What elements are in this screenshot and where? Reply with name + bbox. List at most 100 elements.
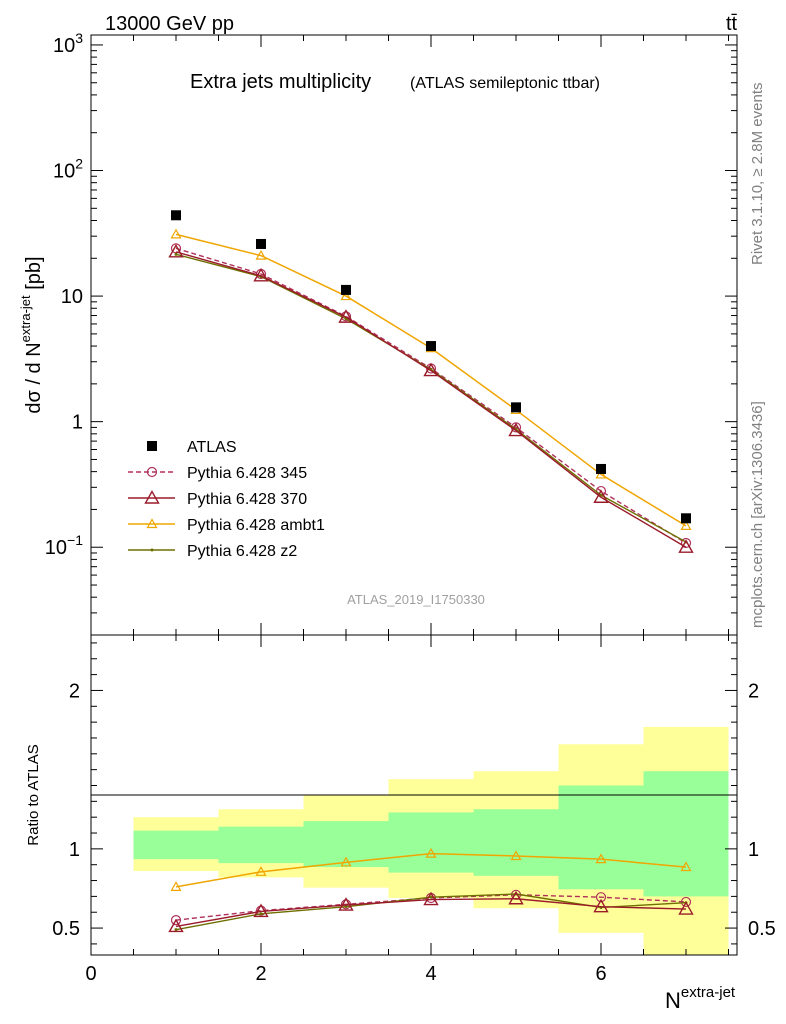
tick-base: 1 (72, 412, 83, 434)
ratio-y-tick-label-left: 2 (69, 680, 80, 702)
x-tick-label: 0 (85, 963, 96, 985)
tick-exponent: 3 (75, 30, 83, 46)
point-ambt1 (340, 290, 352, 301)
series-line-ambt1 (175, 233, 687, 527)
ratio-frame (90, 634, 738, 956)
x-axis-sup: extra-jet (681, 984, 736, 1001)
point-ambt1 (170, 228, 182, 239)
ratio-point-ambt1 (170, 881, 182, 891)
ratio-point-z2 (344, 905, 348, 909)
ratio-point-p345 (170, 915, 182, 926)
x-axis-main: N (665, 988, 681, 1013)
x-axis-label: Nextra-jet (665, 984, 736, 1013)
tick-exponent: 2 (75, 156, 83, 172)
ratio-point-p370 (168, 918, 184, 933)
ratio-tick-labels: 0.5 0.5 1 1 2 2 0 2 4 6 (52, 680, 776, 985)
legend-label-ambt1: Pythia 6.428 ambt1 (187, 517, 325, 534)
rivet-label: Rivet 3.1.10, ≥ 2.8M events (749, 83, 766, 266)
tick-base: 10 (61, 286, 83, 308)
ratio-point-p370 (593, 898, 609, 913)
point-p370 (253, 267, 269, 282)
ratio-series-layer (168, 847, 694, 933)
series-line-p370 (175, 251, 687, 548)
point-p370 (593, 489, 609, 503)
chart-title: Extra jets multiplicity (190, 71, 371, 93)
main-y-axis-main: dσ / d N (23, 342, 45, 413)
band-inner (303, 821, 389, 868)
point-data (426, 341, 436, 352)
point-p370 (338, 309, 354, 323)
band-inner (558, 785, 644, 890)
ratio-ticks (90, 635, 737, 955)
ratio-point-p370 (423, 891, 439, 906)
ratio-line-ambt1 (175, 852, 687, 888)
tick-base: 10 (53, 35, 75, 57)
point-p370 (508, 422, 524, 437)
tick-base: 10 (45, 537, 67, 559)
x-tick-label: 4 (425, 963, 436, 985)
ratio-y-tick-label-right: 2 (748, 680, 759, 702)
tick-base: 10 (53, 161, 75, 183)
legend-marker-ambt1 (146, 518, 158, 529)
legend-marker-p345 (146, 466, 158, 478)
point-p370 (423, 362, 439, 377)
ratio-point-ambt1 (510, 850, 522, 861)
ratio-point-ambt1 (425, 847, 437, 858)
point-data (511, 402, 521, 413)
legend-marker-p370 (144, 490, 160, 504)
legend-label-p345: Pythia 6.428 345 (187, 465, 307, 482)
point-p345 (680, 537, 692, 549)
point-ambt1 (680, 520, 692, 530)
ratio-line-p370 (175, 898, 687, 928)
ratio-y-tick-label-right: 1 (748, 839, 759, 861)
point-z2 (174, 252, 178, 256)
main-y-axis-unit: [pb] (23, 256, 45, 295)
band-inner (473, 809, 559, 876)
main-y-tick-label: 10 (61, 286, 83, 308)
ratio-point-ambt1 (340, 856, 352, 867)
legend-label-data: ATLAS (187, 439, 237, 456)
main-series-layer (168, 210, 694, 553)
ratio-point-p370 (508, 890, 524, 905)
ratio-panel: 0.5 0.5 1 1 2 2 0 2 4 6 Ratio to ATLAS Nextra-jet (25, 634, 776, 1013)
legend-label-p370: Pythia 6.428 370 (187, 491, 307, 508)
main-ticks (90, 35, 737, 636)
tick-exponent: −1 (67, 532, 83, 548)
main-y-tick-label: 1 (72, 412, 83, 434)
ratio-point-p370 (678, 901, 694, 915)
chart-subtitle: (ATLAS semileptonic ttbar) (410, 75, 600, 92)
analysis-id: ATLAS_2019_I1750330 (347, 592, 485, 607)
main-y-axis-sup: extra-jet (18, 295, 33, 342)
main-y-axis-label: dσ / d Nextra-jet [pb] (18, 256, 45, 413)
band-inner (388, 812, 474, 873)
ratio-point-p370 (338, 897, 354, 911)
point-data (596, 463, 606, 474)
x-tick-label: 6 (595, 963, 606, 985)
legend: ATLAS Pythia 6.428 345 Pythia 6.428 370 Pyt… (128, 439, 325, 560)
point-data (171, 210, 181, 221)
ratio-point-p345 (680, 896, 692, 908)
ratio-point-ambt1 (255, 866, 267, 876)
ratio-point-p370 (253, 903, 269, 918)
main-y-axis-title: dσ / d Nextra-jet [pb] (18, 256, 45, 413)
band-inner (133, 830, 219, 860)
final-state-label: tt̄ (726, 13, 738, 35)
point-p370 (168, 243, 184, 258)
point-p370 (678, 539, 694, 553)
mcplots-label: mcplots.cern.ch [arXiv:1306.3436] (749, 401, 766, 628)
point-data (681, 513, 691, 524)
band-inner (218, 826, 304, 864)
process-label: 13000 GeV pp (105, 13, 234, 35)
x-tick-label: 2 (255, 963, 266, 985)
ratio-y-tick-label-left: 1 (69, 839, 80, 861)
point-ambt1 (255, 249, 267, 260)
ratio-y-tick-label-right: 0.5 (748, 918, 776, 940)
ratio-point-z2 (174, 928, 178, 932)
main-y-tick-label: 10−1 (45, 532, 83, 559)
ratio-point-p345 (595, 892, 607, 903)
ratio-point-ambt1 (680, 861, 692, 872)
ratio-point-z2 (259, 912, 263, 916)
